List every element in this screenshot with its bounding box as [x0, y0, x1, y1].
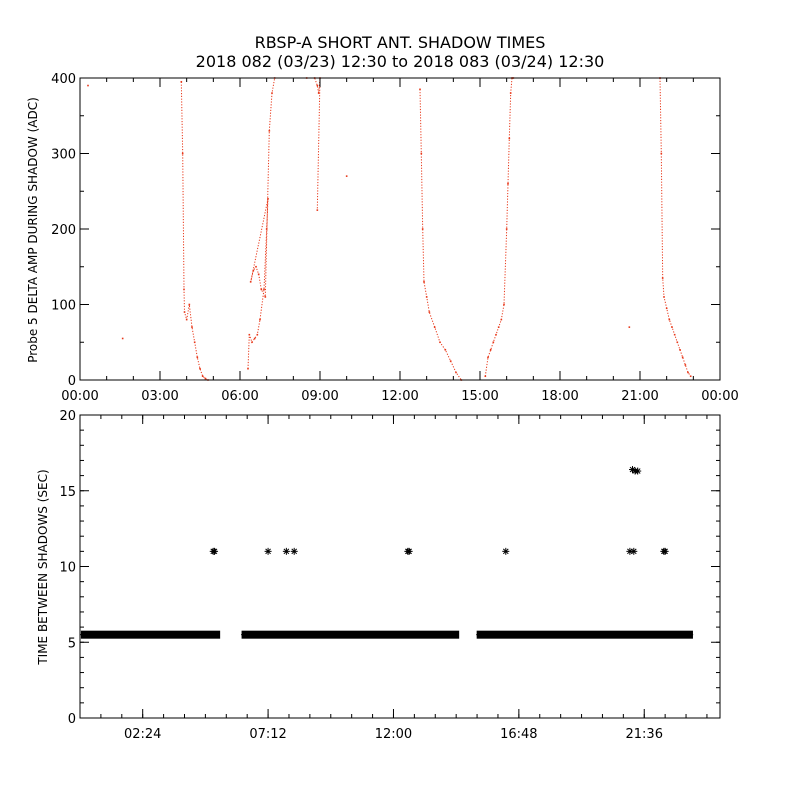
- y-tick-label: 20: [59, 409, 76, 424]
- asterisk-point: [264, 547, 272, 555]
- data-trace: [484, 77, 514, 377]
- x-tick-label: 12:00: [381, 389, 418, 404]
- x-tick-label: 02:24: [124, 727, 161, 742]
- asterisk-point: [502, 547, 510, 555]
- data-trace: [419, 89, 462, 381]
- data-point: [503, 303, 505, 306]
- asterisk-point: [212, 631, 220, 639]
- y-tick-label: 0: [68, 374, 76, 389]
- data-trace: [247, 77, 276, 369]
- data-point: [433, 326, 436, 328]
- x-tick-label: 21:36: [626, 727, 663, 742]
- data-point: [661, 277, 664, 279]
- asterisk-point: [211, 547, 219, 555]
- data-point: [423, 281, 425, 283]
- data-point: [449, 360, 452, 362]
- asterisk-point: [405, 547, 413, 555]
- data-point: [204, 377, 207, 380]
- data-point: [316, 84, 319, 87]
- x-tick-label: 15:00: [461, 389, 498, 404]
- data-point: [668, 318, 671, 321]
- data-point: [508, 137, 511, 140]
- data-point: [679, 349, 681, 351]
- data-trace: [306, 77, 321, 211]
- data-point: [492, 341, 495, 344]
- data-point: [253, 337, 256, 340]
- top-plot-frame: [79, 77, 721, 381]
- bottom-y-axis-label: TIME BETWEEN SHADOWS (SEC): [36, 469, 50, 665]
- data-point: [317, 92, 320, 94]
- data-point: [689, 375, 692, 378]
- x-tick-label: 12:00: [375, 727, 412, 742]
- data-point: [188, 303, 191, 306]
- x-tick-label: 06:00: [221, 389, 258, 404]
- x-tick-label: 07:12: [249, 727, 286, 742]
- top-y-axis-label: Probe 5 DELTA AMP DURING SHADOW (ADC): [26, 97, 40, 363]
- asterisk-point: [661, 547, 669, 555]
- y-tick-label: 5: [68, 636, 76, 651]
- data-point: [444, 349, 447, 351]
- data-point: [264, 296, 267, 298]
- top-axis-ticks: 00:00 03:00 06:00 09:00 12:00 15:00 18:00 21:00…: [51, 72, 739, 404]
- bottom-data-points: [80, 466, 694, 639]
- data-point: [489, 349, 492, 351]
- data-point: [345, 175, 348, 177]
- data-point: [484, 375, 487, 378]
- data-point: [681, 356, 684, 359]
- data-point: [507, 182, 509, 185]
- data-point: [260, 288, 263, 291]
- x-tick-label: 18:00: [541, 389, 578, 404]
- top-panel: 00:00 03:00 06:00 09:00 12:00 15:00 18:00 21:00…: [26, 72, 739, 404]
- y-tick-label: 0: [68, 712, 76, 727]
- data-point: [505, 228, 508, 230]
- data-point: [191, 326, 193, 328]
- top-data-points: [87, 77, 692, 381]
- data-point: [201, 375, 204, 378]
- y-tick-label: 300: [51, 148, 76, 163]
- asterisk-point: [282, 547, 290, 555]
- x-tick-label: 00:00: [61, 389, 98, 404]
- chart-title-line1: RBSP-A SHORT ANT. SHADOW TIMES: [255, 33, 546, 52]
- data-point: [196, 356, 199, 359]
- data-point: [684, 364, 687, 366]
- data-point: [199, 367, 201, 370]
- x-tick-label: 00:00: [701, 389, 738, 404]
- asterisk-point: [630, 547, 638, 555]
- asterisk-point: [686, 631, 694, 639]
- data-point: [660, 152, 663, 155]
- y-tick-label: 10: [59, 561, 76, 576]
- data-point: [316, 209, 319, 211]
- x-tick-label: 03:00: [141, 389, 178, 404]
- data-point: [687, 371, 689, 374]
- x-tick-label: 16:48: [500, 727, 537, 742]
- chart-title-line2: 2018 082 (03/23) 12:30 to 2018 083 (03/2…: [196, 52, 605, 71]
- data-point: [420, 152, 423, 155]
- asterisk-point: [451, 631, 459, 639]
- data-point: [259, 318, 261, 321]
- data-point: [428, 311, 431, 313]
- y-tick-label: 15: [59, 485, 76, 500]
- bottom-panel: 02:24 07:12 12:00 16:48 21:36 0 5 10 15 20 TIME B…: [36, 409, 721, 742]
- data-point: [487, 356, 489, 359]
- data-point: [87, 84, 89, 87]
- x-tick-label: 21:00: [621, 389, 658, 404]
- y-tick-label: 100: [51, 299, 76, 314]
- data-trace: [180, 81, 209, 381]
- asterisk-point: [634, 467, 642, 475]
- data-point: [263, 288, 265, 291]
- data-point: [180, 80, 183, 83]
- data-point: [121, 337, 124, 340]
- data-trace: [659, 77, 692, 377]
- y-tick-label: 400: [51, 72, 76, 87]
- data-point: [268, 130, 271, 132]
- data-point: [181, 152, 184, 155]
- data-point: [628, 326, 631, 328]
- y-tick-label: 200: [51, 223, 76, 238]
- bottom-axis-ticks: 02:24 07:12 12:00 16:48 21:36 0 5 10 15 20: [59, 409, 720, 742]
- x-tick-label: 09:00: [301, 389, 338, 404]
- bottom-plot-frame: [79, 414, 721, 719]
- asterisk-point: [290, 547, 298, 555]
- data-point: [421, 228, 424, 230]
